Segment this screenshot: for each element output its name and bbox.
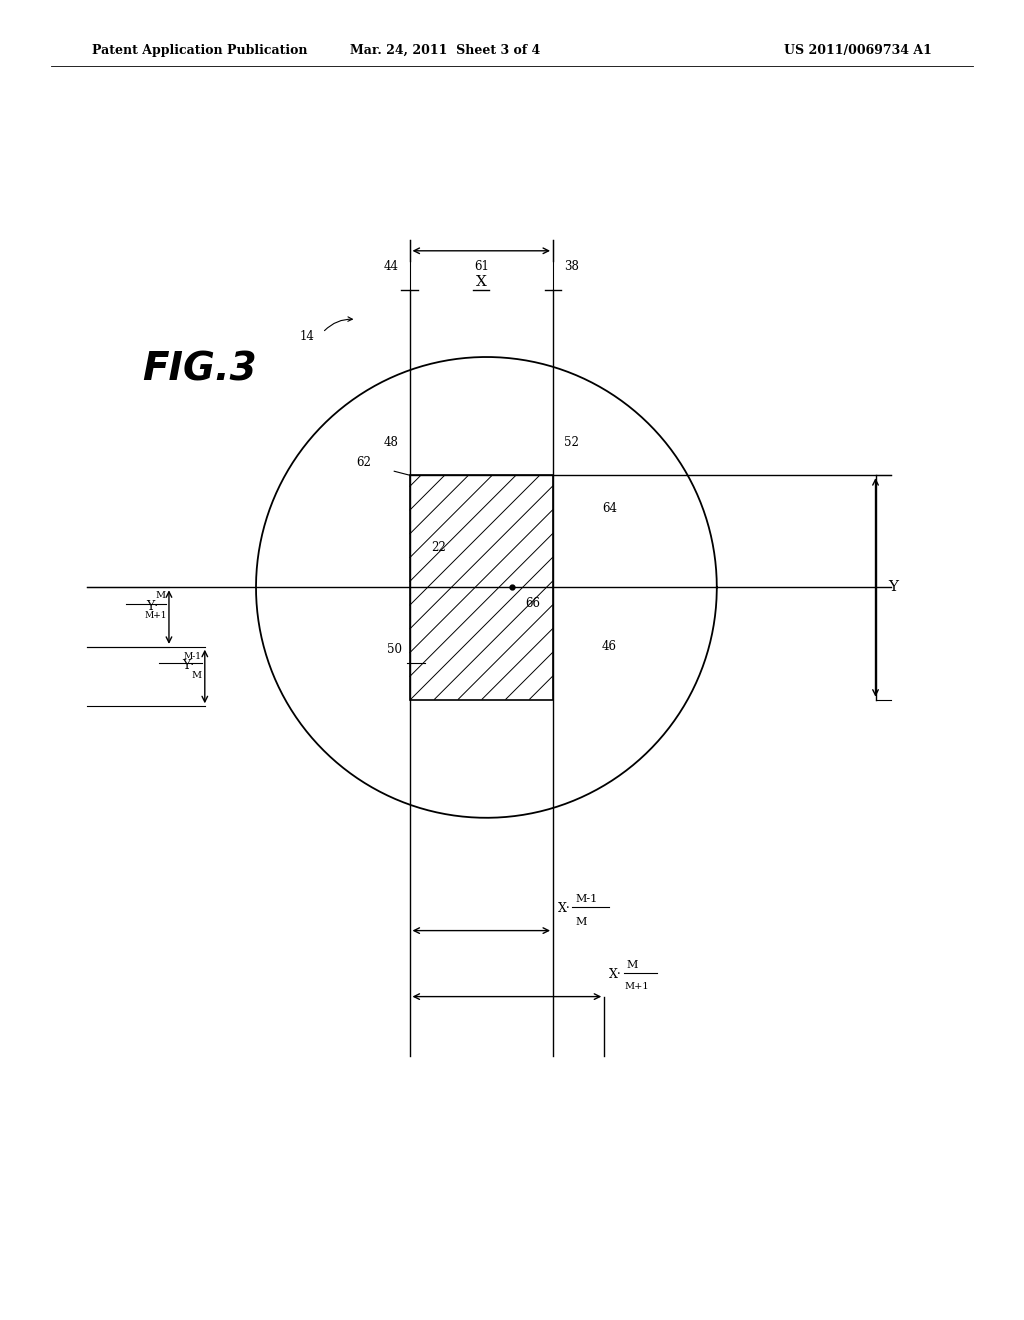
Text: M: M (156, 591, 166, 601)
Text: 14: 14 (300, 330, 314, 343)
Text: X: X (476, 275, 486, 289)
Text: X·: X· (609, 968, 622, 981)
Text: Y·: Y· (146, 601, 159, 612)
Text: M-1: M-1 (575, 894, 598, 904)
Text: 48: 48 (384, 436, 398, 449)
Text: M+1: M+1 (144, 611, 167, 620)
Text: Mar. 24, 2011  Sheet 3 of 4: Mar. 24, 2011 Sheet 3 of 4 (350, 44, 541, 57)
Text: M: M (627, 960, 638, 970)
Text: Y: Y (888, 581, 898, 594)
Text: US 2011/0069734 A1: US 2011/0069734 A1 (784, 44, 932, 57)
Text: 22: 22 (431, 541, 445, 554)
Text: 64: 64 (602, 502, 616, 515)
Text: M+1: M+1 (625, 982, 649, 991)
Text: 66: 66 (525, 597, 540, 610)
Bar (410, 475, 553, 700)
Text: 61: 61 (474, 260, 488, 273)
Text: Patent Application Publication: Patent Application Publication (92, 44, 307, 57)
FancyArrowPatch shape (325, 317, 352, 330)
Text: X·: X· (558, 902, 570, 915)
Text: M: M (575, 916, 587, 927)
Text: 44: 44 (384, 260, 398, 273)
Text: M: M (191, 671, 202, 680)
Text: M-1: M-1 (183, 652, 202, 661)
Text: Y·: Y· (182, 660, 195, 672)
Text: FIG.3: FIG.3 (142, 351, 257, 388)
Text: 38: 38 (564, 260, 579, 273)
Text: 62: 62 (356, 455, 371, 469)
Text: 46: 46 (602, 640, 616, 653)
Text: 50: 50 (387, 643, 401, 656)
Text: 52: 52 (564, 436, 579, 449)
